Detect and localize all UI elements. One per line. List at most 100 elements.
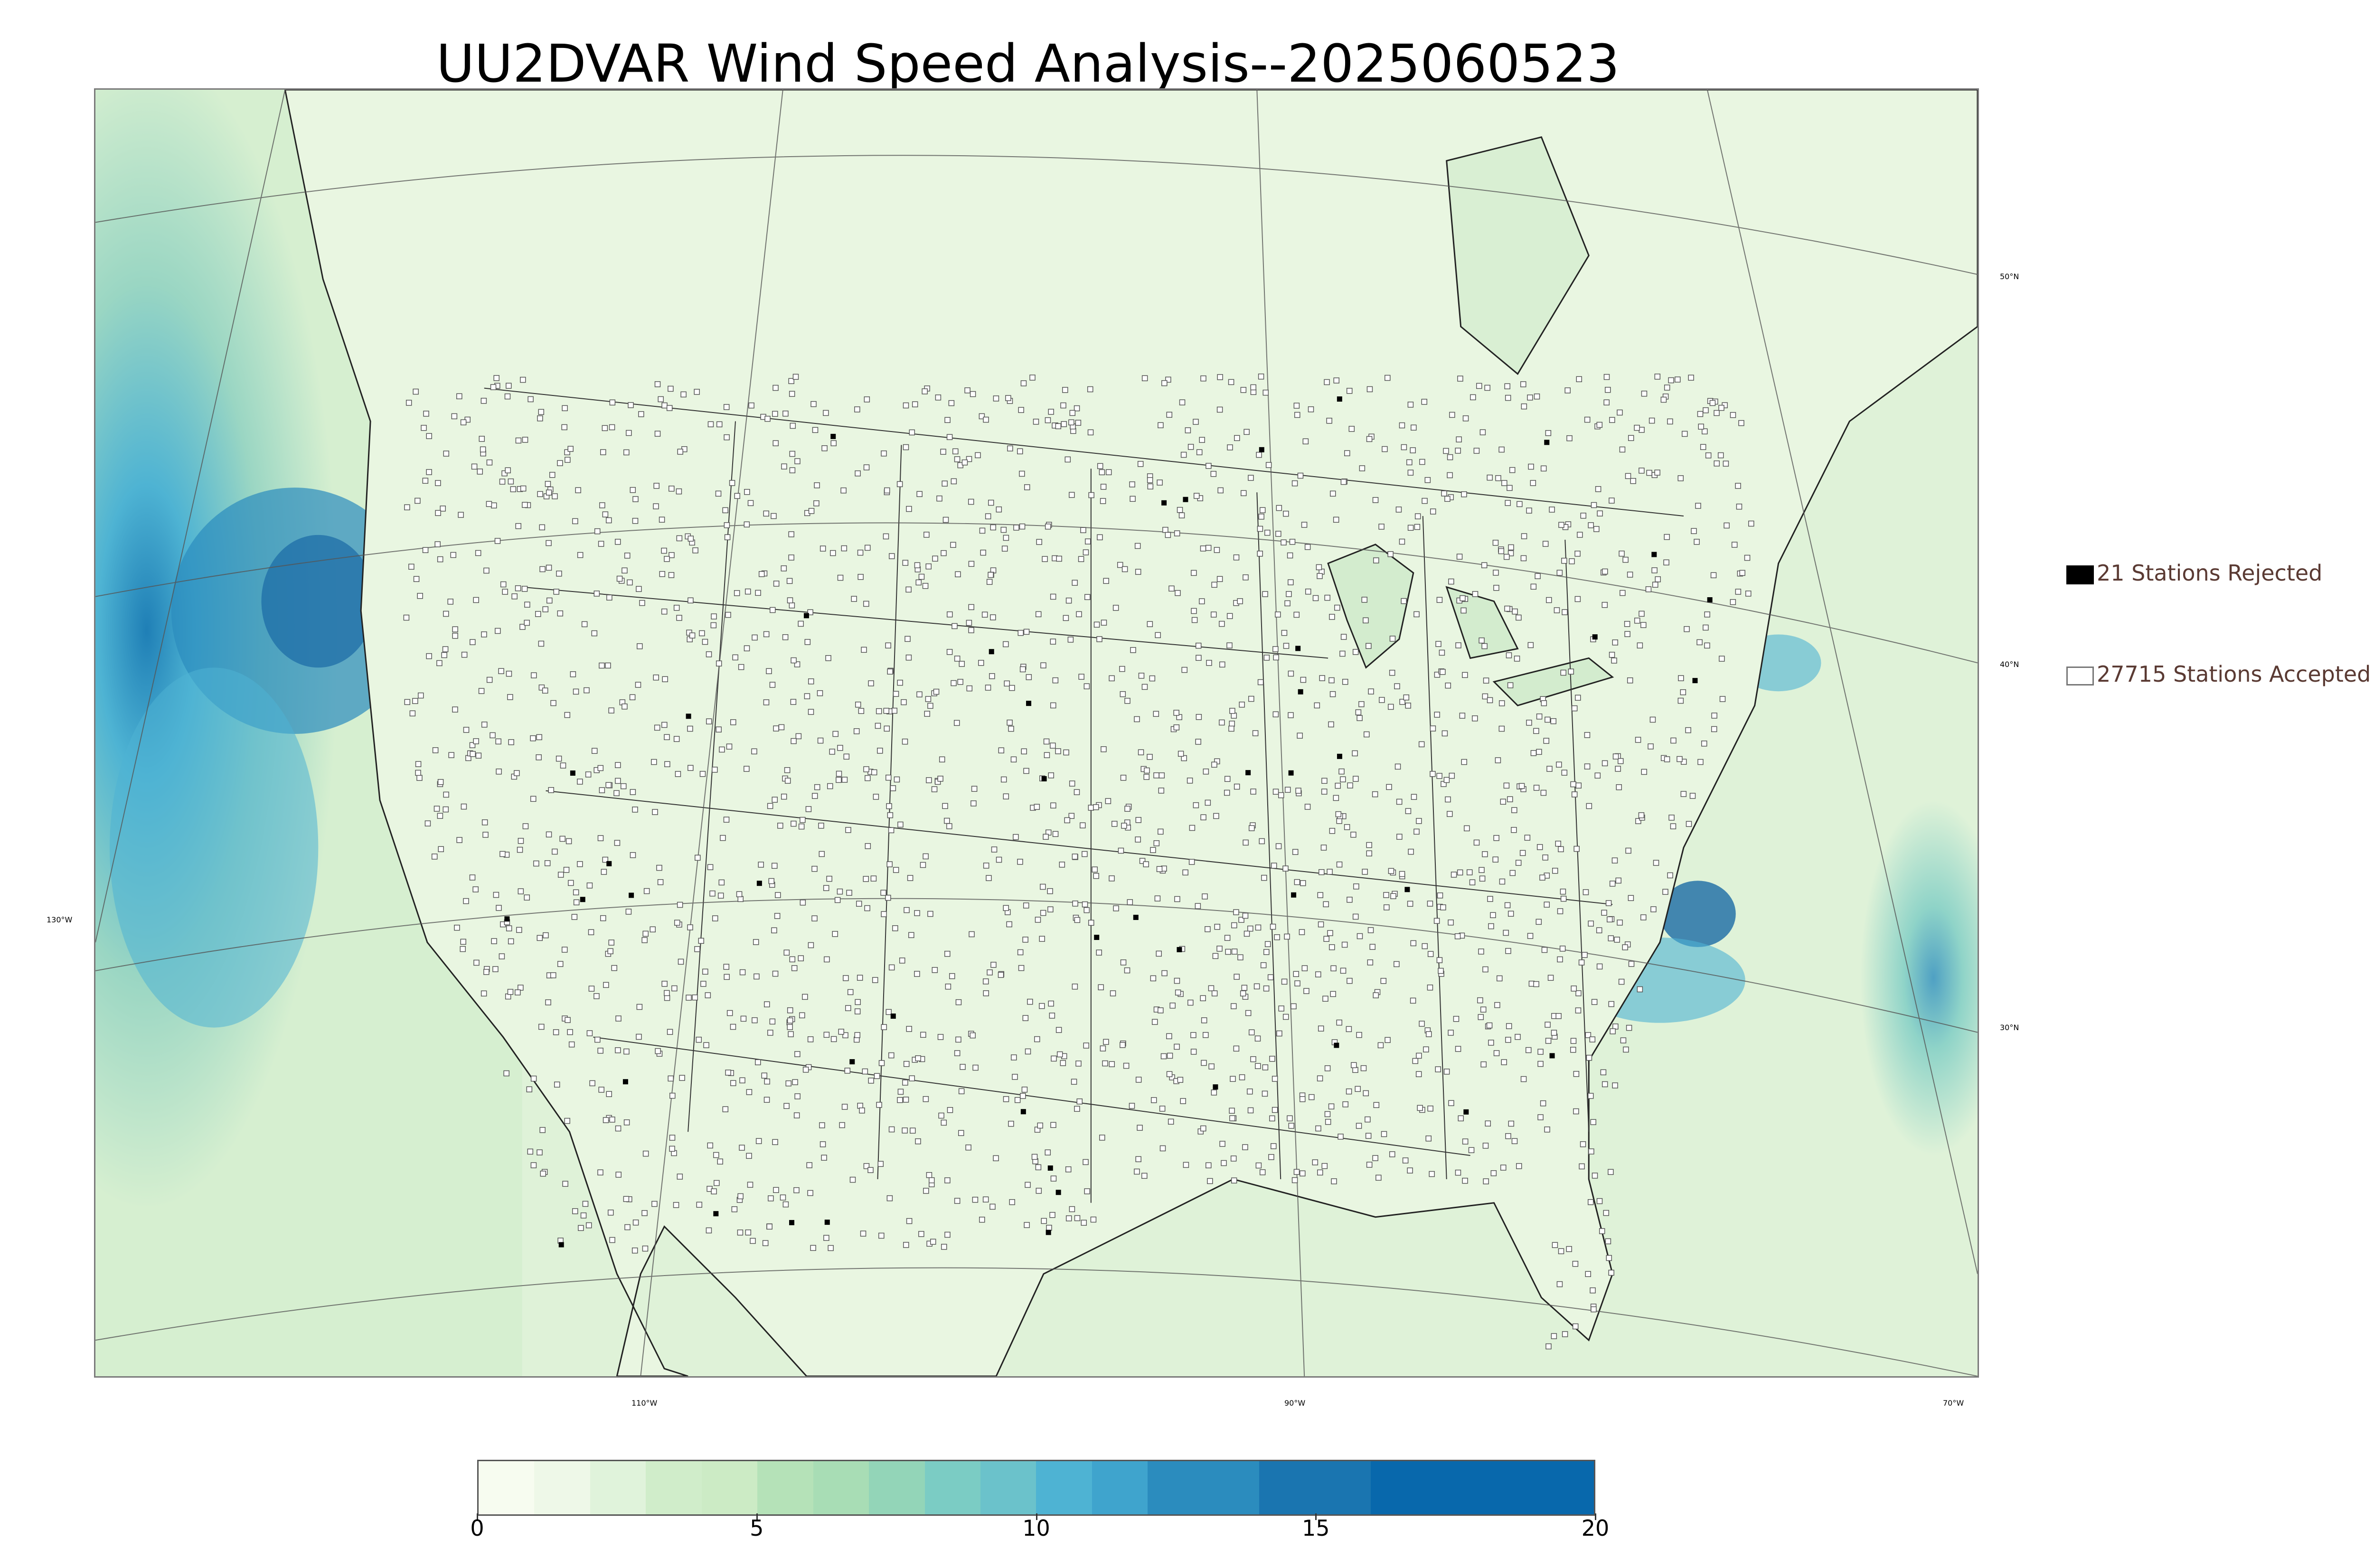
station-accepted-marker[interactable]: [538, 640, 545, 647]
station-accepted-marker[interactable]: [1617, 409, 1623, 416]
station-accepted-marker[interactable]: [1124, 819, 1130, 826]
station-accepted-marker[interactable]: [982, 1196, 989, 1202]
station-accepted-marker[interactable]: [1060, 402, 1066, 409]
station-accepted-marker[interactable]: [1574, 596, 1581, 602]
station-accepted-marker[interactable]: [751, 748, 757, 755]
station-rejected-marker[interactable]: [622, 1079, 628, 1085]
station-accepted-marker[interactable]: [1135, 836, 1141, 843]
station-accepted-marker[interactable]: [1505, 948, 1511, 954]
station-accepted-marker[interactable]: [935, 394, 942, 401]
station-accepted-marker[interactable]: [1321, 789, 1328, 795]
station-accepted-marker[interactable]: [1589, 1036, 1596, 1042]
station-accepted-marker[interactable]: [1427, 951, 1434, 957]
station-accepted-marker[interactable]: [1347, 896, 1353, 903]
station-accepted-marker[interactable]: [772, 440, 779, 446]
station-accepted-marker[interactable]: [828, 1245, 834, 1251]
station-accepted-marker[interactable]: [773, 1187, 779, 1193]
station-accepted-marker[interactable]: [821, 445, 828, 451]
station-accepted-marker[interactable]: [549, 472, 556, 478]
station-accepted-marker[interactable]: [1301, 522, 1308, 528]
station-accepted-marker[interactable]: [1323, 936, 1329, 942]
station-accepted-marker[interactable]: [936, 495, 942, 502]
station-accepted-marker[interactable]: [1151, 1019, 1158, 1025]
station-accepted-marker[interactable]: [1187, 444, 1194, 450]
station-accepted-marker[interactable]: [772, 1139, 778, 1145]
station-accepted-marker[interactable]: [426, 433, 432, 439]
station-accepted-marker[interactable]: [1123, 1062, 1130, 1069]
station-accepted-marker[interactable]: [888, 827, 895, 834]
station-accepted-marker[interactable]: [1087, 429, 1094, 436]
station-accepted-marker[interactable]: [1003, 535, 1009, 541]
station-accepted-marker[interactable]: [1193, 493, 1200, 499]
station-accepted-marker[interactable]: [1084, 538, 1091, 545]
station-accepted-marker[interactable]: [782, 1201, 789, 1208]
station-accepted-marker[interactable]: [1048, 772, 1054, 779]
station-accepted-marker[interactable]: [1231, 922, 1237, 929]
station-accepted-marker[interactable]: [473, 597, 479, 603]
station-accepted-marker[interactable]: [582, 1201, 589, 1207]
station-accepted-marker[interactable]: [507, 694, 513, 700]
station-accepted-marker[interactable]: [1588, 522, 1594, 528]
station-accepted-marker[interactable]: [1161, 380, 1168, 386]
station-accepted-marker[interactable]: [589, 1080, 595, 1087]
station-accepted-marker[interactable]: [1655, 576, 1661, 582]
station-accepted-marker[interactable]: [1153, 711, 1159, 717]
station-accepted-marker[interactable]: [959, 661, 965, 667]
station-accepted-marker[interactable]: [1248, 825, 1255, 831]
station-accepted-marker[interactable]: [890, 785, 896, 791]
station-accepted-marker[interactable]: [456, 837, 462, 843]
station-accepted-marker[interactable]: [1504, 902, 1511, 909]
station-accepted-marker[interactable]: [1476, 383, 1482, 389]
station-accepted-marker[interactable]: [758, 862, 764, 868]
station-accepted-marker[interactable]: [1069, 1206, 1075, 1212]
station-accepted-marker[interactable]: [1508, 544, 1514, 551]
station-accepted-marker[interactable]: [1302, 438, 1309, 444]
station-accepted-marker[interactable]: [865, 775, 871, 781]
station-accepted-marker[interactable]: [448, 752, 454, 758]
station-accepted-marker[interactable]: [1262, 591, 1268, 597]
station-accepted-marker[interactable]: [1516, 614, 1522, 621]
station-accepted-marker[interactable]: [1704, 611, 1710, 618]
station-accepted-marker[interactable]: [755, 1059, 761, 1065]
station-accepted-marker[interactable]: [909, 1075, 915, 1081]
station-accepted-marker[interactable]: [614, 840, 621, 846]
station-accepted-marker[interactable]: [873, 794, 879, 800]
station-accepted-marker[interactable]: [625, 909, 632, 915]
station-accepted-marker[interactable]: [1504, 605, 1510, 612]
station-accepted-marker[interactable]: [1516, 1163, 1522, 1169]
station-accepted-marker[interactable]: [522, 502, 528, 508]
station-accepted-marker[interactable]: [926, 777, 932, 783]
station-accepted-marker[interactable]: [1625, 847, 1631, 854]
station-accepted-marker[interactable]: [1074, 1106, 1080, 1112]
station-accepted-marker[interactable]: [768, 1195, 774, 1202]
station-accepted-marker[interactable]: [716, 421, 723, 428]
station-accepted-marker[interactable]: [719, 746, 725, 753]
station-accepted-marker[interactable]: [1622, 556, 1629, 563]
station-accepted-marker[interactable]: [1377, 1042, 1384, 1049]
station-accepted-marker[interactable]: [1050, 802, 1056, 808]
station-accepted-marker[interactable]: [557, 872, 564, 878]
station-accepted-marker[interactable]: [1082, 901, 1088, 908]
station-accepted-marker[interactable]: [1530, 480, 1536, 486]
station-accepted-marker[interactable]: [1166, 1033, 1172, 1040]
station-accepted-marker[interactable]: [730, 719, 736, 725]
station-accepted-marker[interactable]: [969, 931, 975, 938]
station-accepted-marker[interactable]: [1620, 1037, 1627, 1043]
station-accepted-marker[interactable]: [920, 862, 926, 868]
station-accepted-marker[interactable]: [1190, 1032, 1196, 1038]
station-accepted-marker[interactable]: [1714, 410, 1720, 416]
station-accepted-marker[interactable]: [1640, 622, 1647, 628]
station-accepted-marker[interactable]: [1048, 409, 1054, 415]
station-accepted-marker[interactable]: [1514, 656, 1520, 662]
station-accepted-marker[interactable]: [1372, 497, 1379, 503]
station-accepted-marker[interactable]: [793, 1112, 800, 1118]
station-accepted-marker[interactable]: [966, 685, 973, 692]
station-accepted-marker[interactable]: [552, 848, 558, 855]
station-accepted-marker[interactable]: [1134, 716, 1140, 723]
station-accepted-marker[interactable]: [1147, 483, 1154, 489]
station-accepted-marker[interactable]: [519, 624, 526, 630]
station-accepted-marker[interactable]: [1135, 1077, 1142, 1083]
station-accepted-marker[interactable]: [530, 796, 537, 802]
station-accepted-marker[interactable]: [795, 733, 802, 740]
station-accepted-marker[interactable]: [827, 783, 833, 789]
